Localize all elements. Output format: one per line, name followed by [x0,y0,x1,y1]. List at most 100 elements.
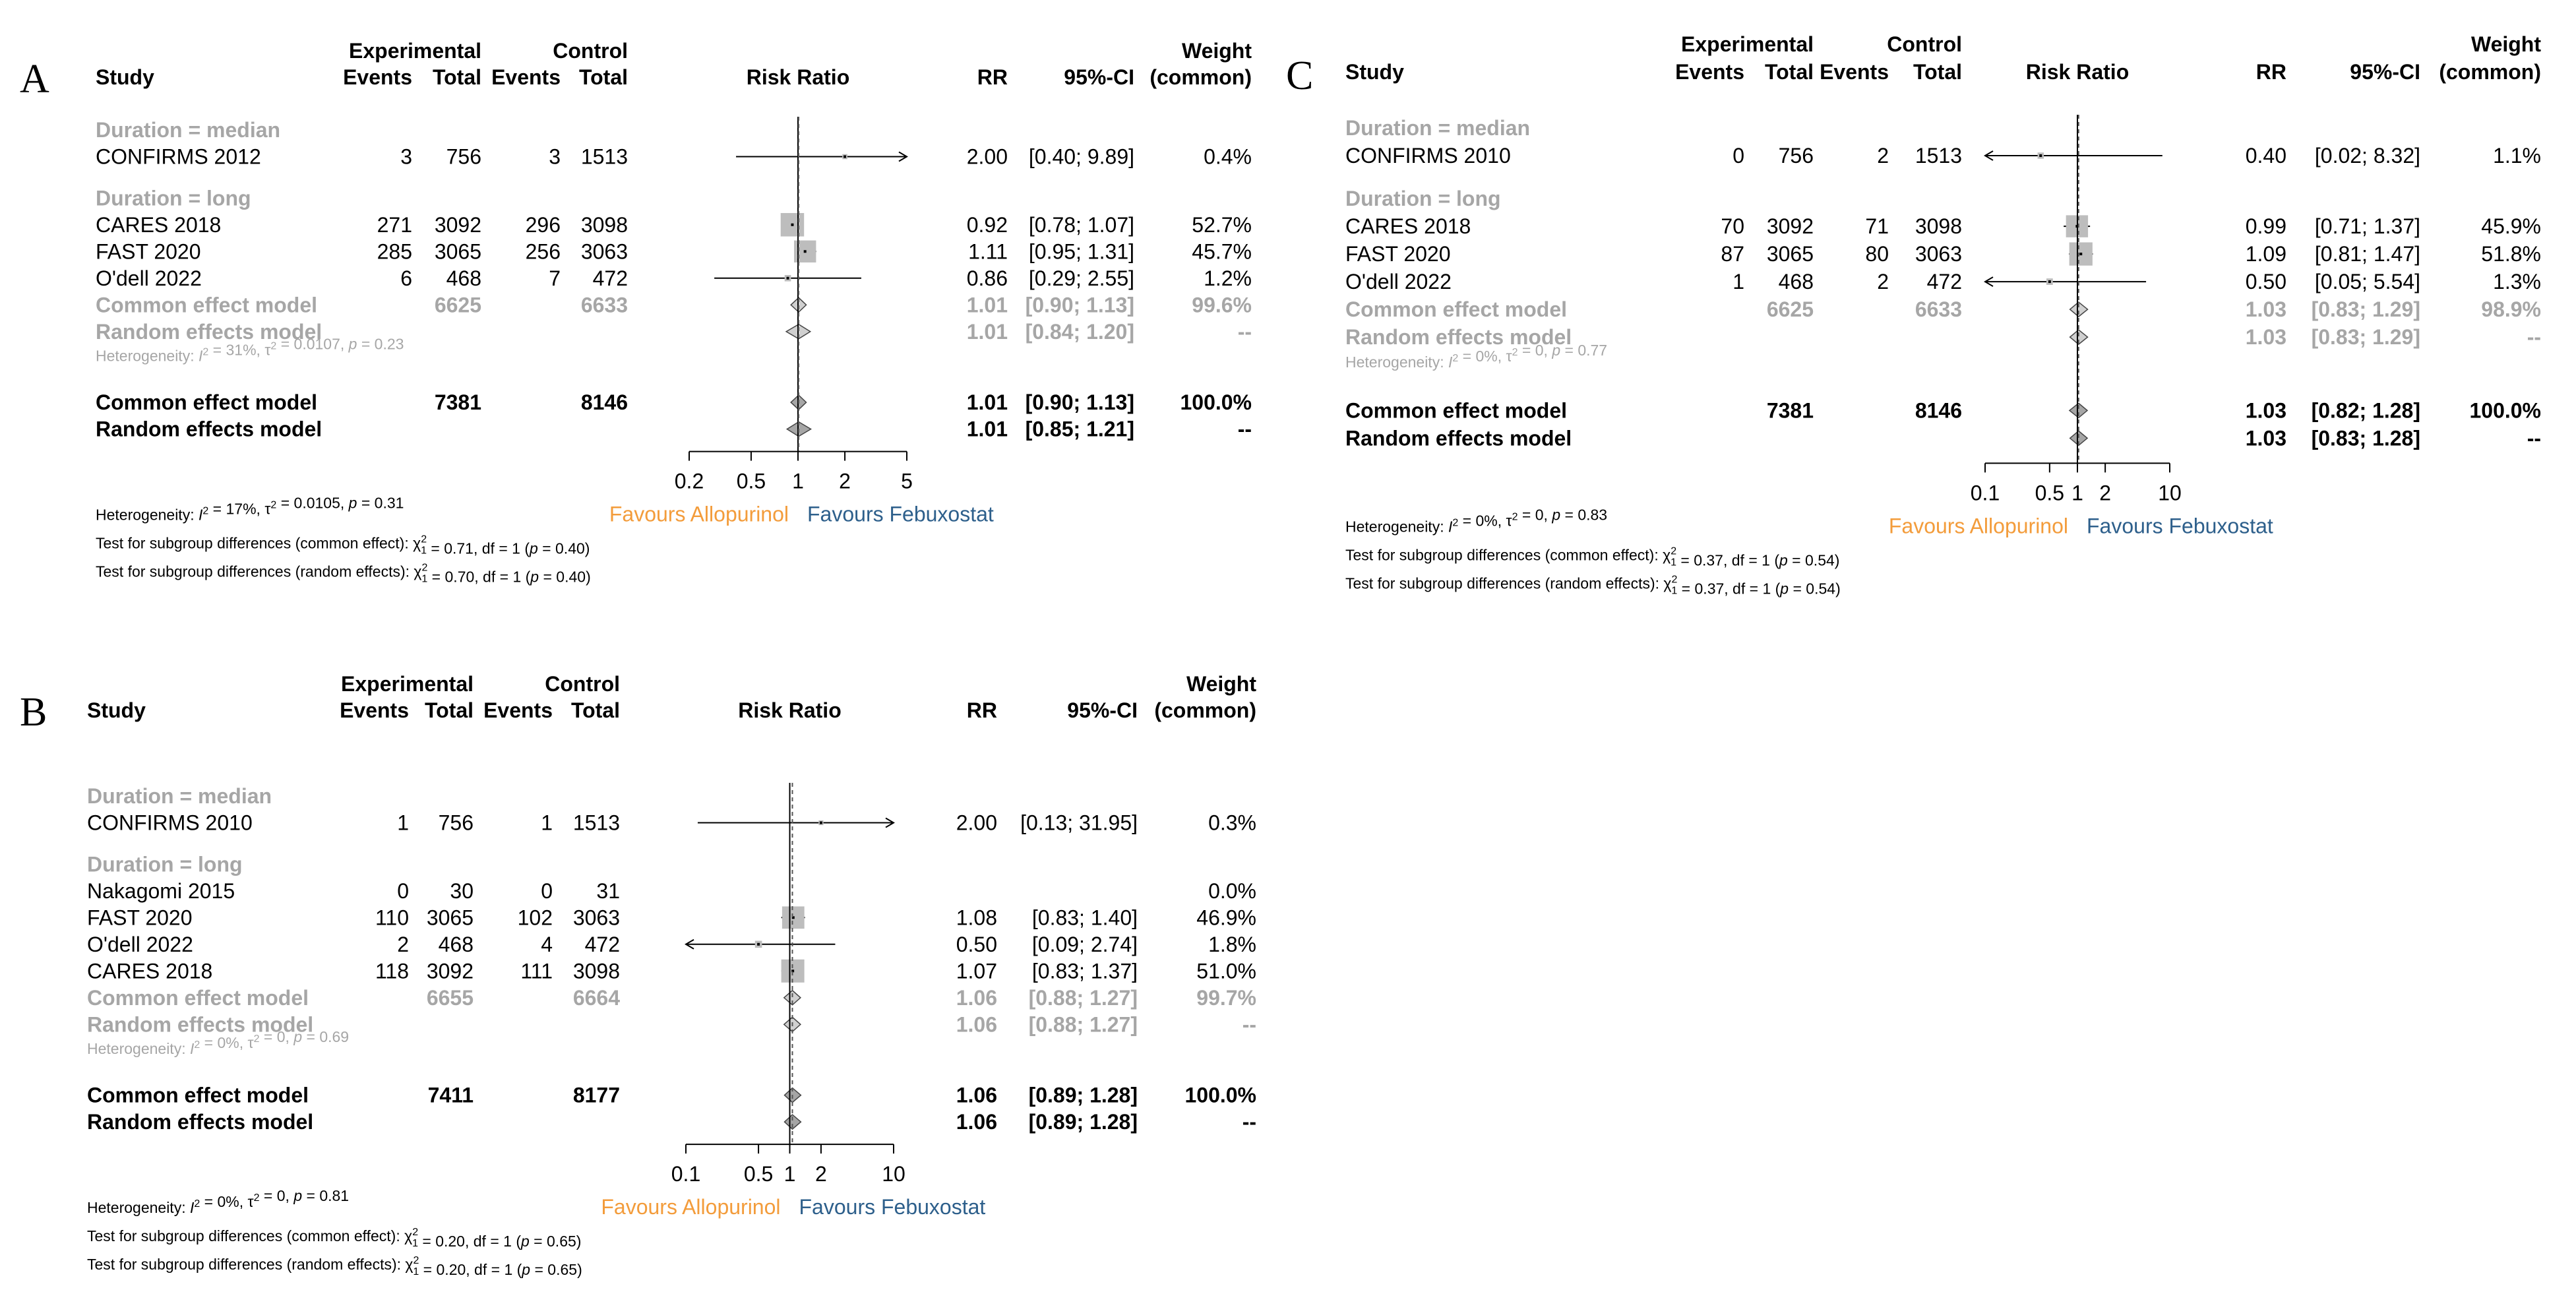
overall-model-label: Common effect model [87,1084,309,1107]
ctrl-events: 111 [520,959,553,983]
header-rr: RR [977,65,1008,89]
model-weight: -- [2527,426,2541,450]
ci-value: [0.83; 1.40] [1032,906,1138,929]
subgroup-label: Duration = median [1345,116,1530,140]
point-estimate [2079,253,2083,256]
header-risk-ratio: Risk Ratio [747,65,849,89]
ci-value: [0.29; 2.55] [1029,266,1134,290]
model-ci: [0.82; 1.28] [2312,398,2420,422]
header-risk-ratio: Risk Ratio [738,698,841,722]
ctrl-total: 3098 [573,959,620,983]
weight-value: 51.0% [1196,959,1256,983]
model-exp-total: 6625 [1767,297,1814,321]
forest-plot-panel-a: A Study Experimental Events Total Control Even… [0,0,1293,633]
ctrl-events: 2 [1877,270,1889,293]
exp-events: 70 [1721,214,1744,238]
ctrl-total: 3098 [1915,214,1962,238]
ctrl-events: 102 [518,906,553,929]
exp-events: 118 [375,959,409,983]
exp-total: 3092 [427,959,474,983]
header-study: Study [96,65,154,89]
model-exp-total: 7381 [435,390,481,414]
header-control: Control [545,672,620,696]
rr-value: 2.00 [967,145,1008,169]
model-ci: [0.83; 1.29] [2312,325,2420,349]
model-weight: 100.0% [2469,398,2541,422]
exp-events: 2 [397,933,409,956]
rr-value: 0.99 [2246,214,2286,238]
study-name: CARES 2018 [96,213,221,237]
subgroup-label: Duration = median [87,784,272,808]
subgroup-label: Duration = long [96,186,251,210]
exp-events: 6 [400,266,412,290]
study-name: CARES 2018 [1345,214,1471,238]
weight-value: 1.1% [2493,144,2541,168]
exp-events: 87 [1721,242,1744,266]
ci-arrow [1984,150,1994,161]
subgroup-model-label: Common effect model [96,293,317,317]
panel-letter: B [20,690,47,735]
weight-value: 46.9% [1196,906,1256,929]
point-estimate [2039,154,2042,157]
exp-total: 756 [446,145,481,169]
ctrl-events: 1 [541,811,553,835]
header-experimental: Experimental [341,672,474,696]
footer-statistic: Test for subgroup differences (common ef… [1345,545,1839,568]
ci-arrow [898,151,908,162]
model-rr: 1.03 [2246,297,2286,321]
effect-diamond [2069,430,2089,446]
header-ctrl-total: Total [571,698,620,722]
x-tick-label: 1 [784,1162,796,1186]
header-control: Control [1887,32,1962,56]
ctrl-events: 80 [1865,242,1889,266]
subgroup-model-label: Random effects model [1345,325,1572,349]
header-rr: RR [2256,60,2286,84]
subgroup-model-label: Common effect model [1345,297,1567,321]
forest-plot-panel-b: B Study Experimental Events Total Control Even… [0,646,1293,1287]
point-estimate [757,942,760,946]
exp-events: 110 [375,906,409,929]
header-ctrl-events: Events [491,65,561,89]
model-rr: 1.01 [967,417,1008,441]
footer-statistic: Heterogeneity: I2 = 0%, τ2 = 0, p = 0.81 [87,1187,349,1216]
legend-favours-allopurinol: Favours Allopurinol [609,503,789,526]
model-exp-total: 7381 [1767,398,1814,422]
model-ci: [0.84; 1.20] [1026,320,1134,344]
study-name: CONFIRMS 2010 [87,811,253,835]
ctrl-total: 472 [593,266,628,290]
exp-events: 285 [377,239,412,263]
x-tick-label: 0.1 [671,1162,700,1186]
exp-total: 468 [439,933,474,956]
subgroup-model-label: Random effects model [87,1012,313,1036]
exp-events: 1 [1733,270,1744,293]
header-weight-common: (common) [1150,65,1252,89]
model-rr: 1.01 [967,390,1008,414]
point-estimate [791,223,794,226]
subgroup-label: Duration = median [96,118,280,142]
model-weight: -- [2527,325,2541,349]
exp-events: 3 [400,145,412,169]
model-rr: 1.03 [2246,426,2286,450]
ci-value: [0.78; 1.07] [1029,213,1134,237]
model-ci: [0.88; 1.27] [1029,1012,1138,1036]
rr-value: 1.07 [956,959,997,983]
model-ci: [0.90; 1.13] [1026,293,1134,317]
point-estimate [791,916,795,919]
ctrl-total: 472 [1927,270,1962,293]
header-exp-total: Total [1765,60,1814,84]
rr-value: 1.08 [956,906,997,929]
footer-statistic: Heterogeneity: I2 = 17%, τ2 = 0.0105, p … [96,495,404,524]
subgroup-model-label: Common effect model [87,986,309,1010]
ci-value: [0.13; 31.95] [1020,811,1138,835]
model-ci: [0.89; 1.28] [1029,1084,1138,1107]
header-ctrl-total: Total [579,65,628,89]
ctrl-total: 1513 [581,145,628,169]
model-ci: [0.90; 1.13] [1026,390,1134,414]
ctrl-events: 256 [526,239,561,263]
study-name: CONFIRMS 2010 [1345,144,1511,168]
legend-favours-febuxostat: Favours Febuxostat [799,1195,986,1219]
model-weight: -- [1242,1110,1256,1134]
legend-favours-allopurinol: Favours Allopurinol [601,1195,780,1219]
point-estimate [819,821,822,824]
model-ci: [0.83; 1.28] [2312,426,2420,450]
